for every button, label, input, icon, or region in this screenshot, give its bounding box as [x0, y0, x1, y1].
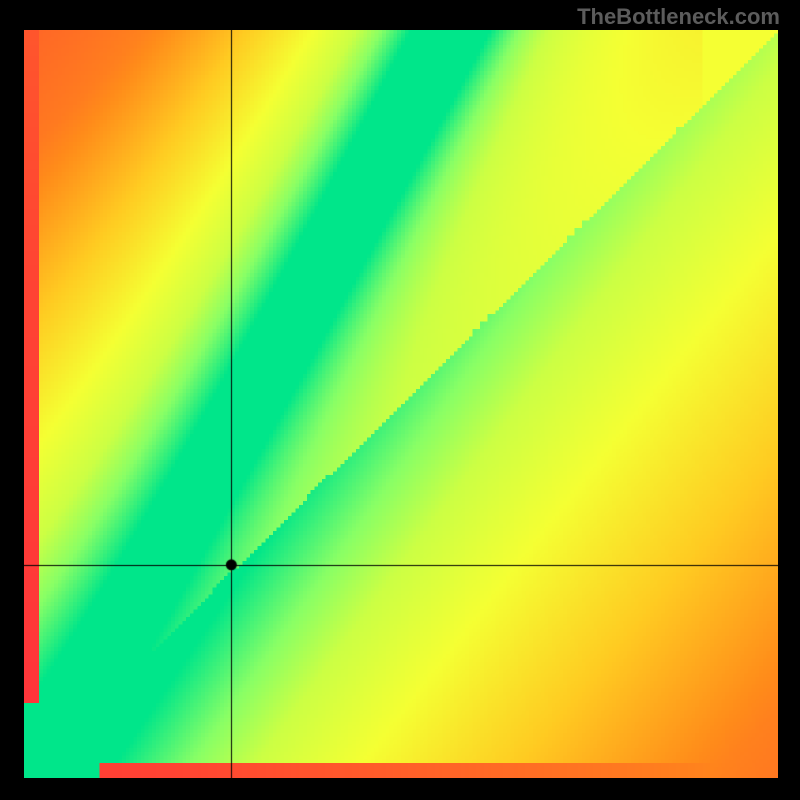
bottleneck-heatmap — [24, 30, 778, 778]
chart-container: TheBottleneck.com — [0, 0, 800, 800]
source-watermark: TheBottleneck.com — [577, 4, 780, 30]
